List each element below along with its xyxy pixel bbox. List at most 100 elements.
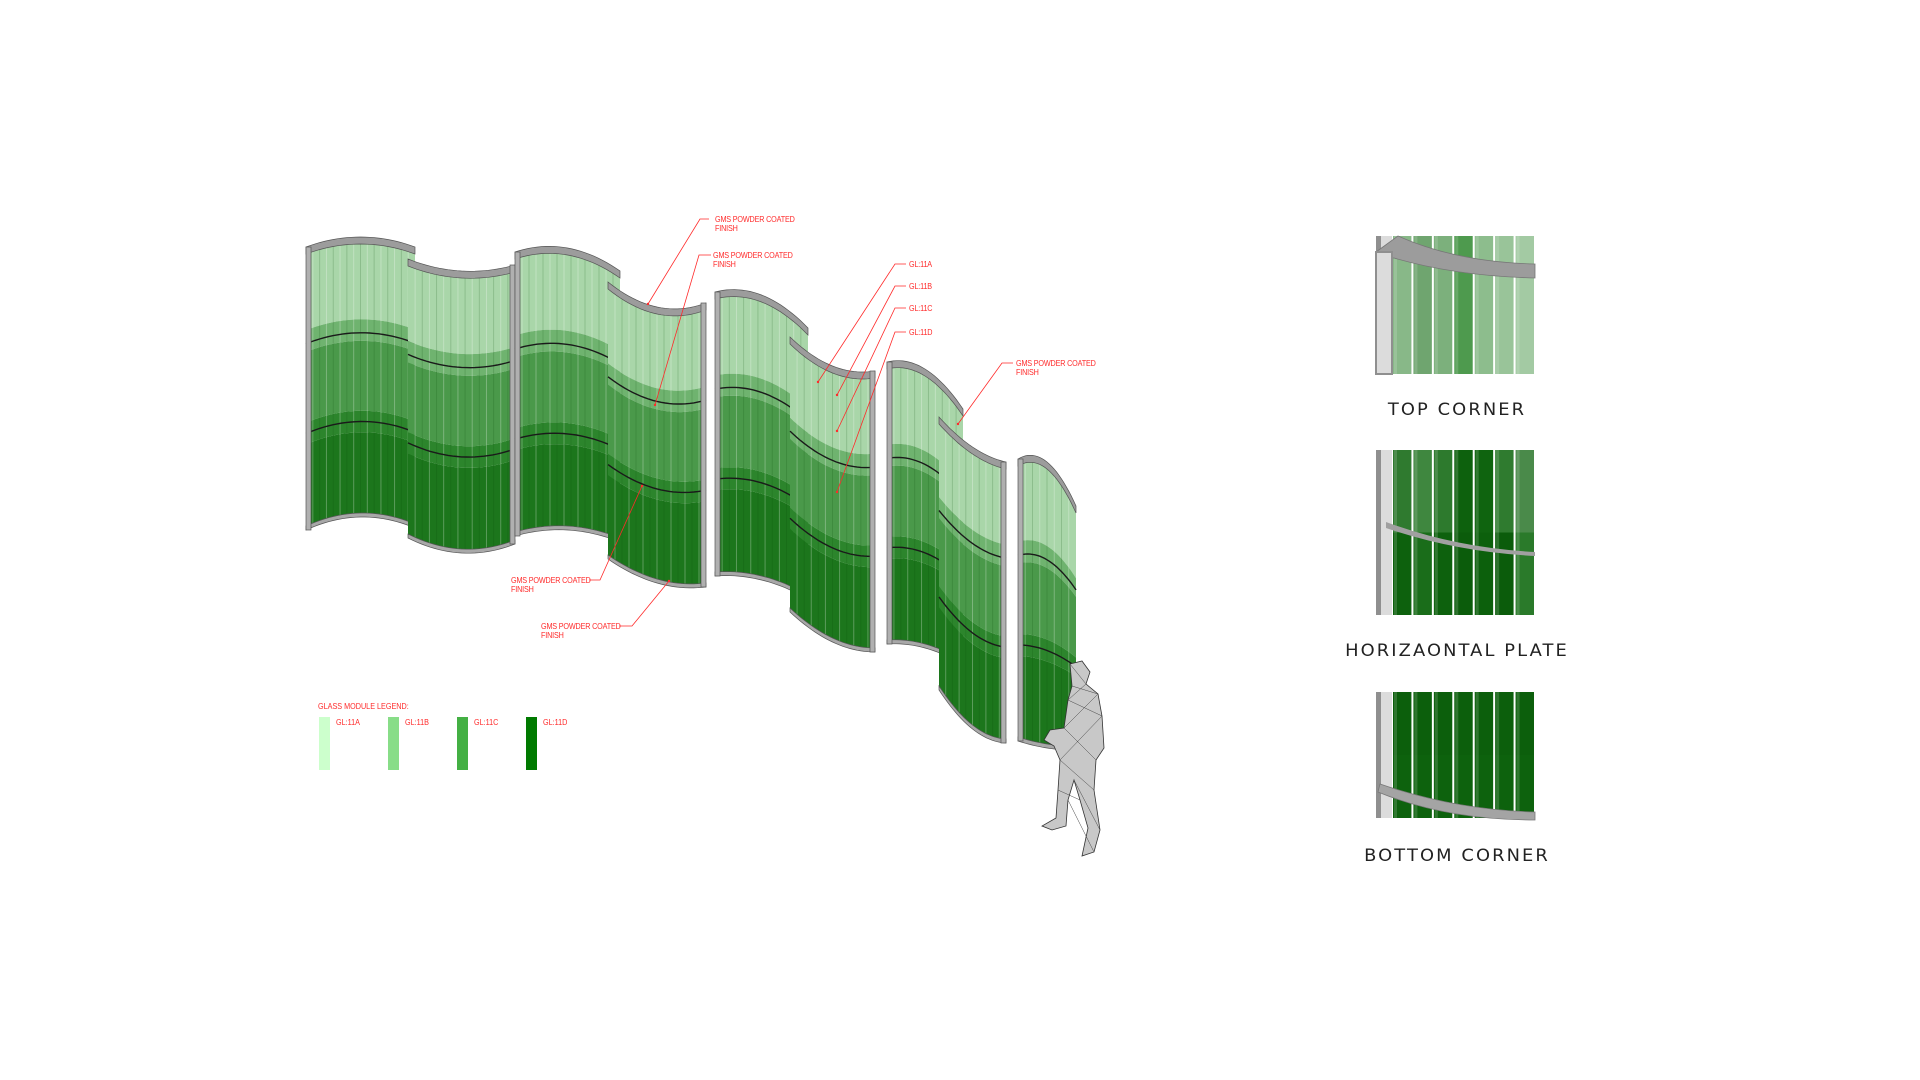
glass-panel	[938, 416, 1007, 744]
fin-highlight	[1496, 236, 1500, 374]
fin-highlight	[1516, 450, 1520, 615]
glass-fin	[1474, 532, 1494, 615]
callout-line1: GL:11C	[909, 303, 933, 313]
fin-highlight	[1455, 692, 1459, 818]
glass-fin	[1474, 305, 1494, 374]
mesh-edge	[1073, 779, 1101, 831]
leader-arrow-icon	[640, 484, 644, 488]
legend-swatch	[319, 717, 330, 770]
mesh-edge	[1071, 685, 1099, 695]
glass-band	[1018, 462, 1076, 579]
glass-band	[1018, 634, 1076, 677]
mesh-edge	[1069, 663, 1087, 685]
glass-band	[608, 363, 706, 413]
horizontal-plate	[789, 517, 876, 557]
callout-line1: GL:11A	[909, 259, 932, 269]
top-frame	[514, 245, 621, 279]
callout-label: GMS POWDER COATED FINISH	[1016, 359, 1096, 377]
horizontal-plate	[514, 432, 621, 451]
legend-label: GL:11C	[474, 717, 499, 727]
bottom-frame	[1377, 783, 1536, 821]
glass-band	[608, 453, 706, 504]
glass-fin	[1413, 532, 1432, 615]
glass-fin	[1454, 532, 1473, 615]
fin-highlight	[1496, 692, 1500, 818]
fin-highlight	[1414, 692, 1418, 818]
glass-band	[715, 395, 808, 497]
callout-line1: GMS POWDER COATED	[1016, 358, 1096, 368]
glass-band	[408, 432, 515, 468]
fin-highlight	[1414, 236, 1418, 374]
mesh-edge	[1059, 715, 1103, 761]
side-post-face	[1381, 692, 1392, 818]
horizontal-plate	[305, 332, 416, 345]
callout-line2: FINISH	[1016, 367, 1039, 377]
horizontal-plate	[514, 342, 621, 365]
glass-band	[306, 410, 415, 445]
legend-label: GL:11D	[543, 717, 568, 727]
callout-label: GMS POWDER COATED FINISH	[541, 622, 621, 640]
mesh-edge	[1063, 727, 1097, 761]
callout-line2: FINISH	[713, 259, 736, 269]
fin-highlight	[1516, 236, 1520, 374]
leader-line	[817, 263, 906, 383]
glass-band	[887, 536, 963, 588]
leader-line	[654, 254, 711, 406]
horizontal-plate	[1386, 522, 1535, 556]
glass-fin	[1393, 305, 1412, 374]
glass-band	[408, 266, 515, 355]
side-post	[886, 361, 893, 645]
fin-highlight	[1475, 692, 1479, 818]
callout-line2: FINISH	[541, 630, 564, 640]
glass-fin	[1433, 532, 1453, 615]
legend-swatch	[526, 717, 537, 770]
side-post	[305, 246, 312, 531]
fin-highlight	[1434, 692, 1438, 818]
glass-band	[790, 528, 875, 648]
top-frame	[886, 360, 964, 418]
fin-highlight	[1455, 236, 1459, 374]
side-post	[509, 264, 516, 545]
glass-band	[608, 384, 706, 482]
top-frame	[305, 236, 416, 255]
glass-fin	[1495, 692, 1514, 755]
glass-band	[306, 340, 415, 423]
glass-band	[939, 518, 1006, 637]
horizontal-plate	[938, 510, 1007, 559]
glass-band	[515, 444, 620, 538]
side-post	[1376, 450, 1381, 615]
glass-band	[715, 467, 808, 517]
glass-band	[939, 424, 1006, 545]
side-post-face	[1381, 450, 1392, 615]
glass-panel	[514, 245, 621, 543]
fin-highlight	[1394, 236, 1397, 374]
glass-band	[939, 586, 1006, 658]
glass-fin	[1474, 692, 1494, 755]
top-corner-detail	[1375, 235, 1536, 375]
glass-band	[939, 607, 1006, 739]
glass-panel	[1017, 454, 1077, 751]
leader-arrow-icon	[816, 380, 820, 384]
human-figure-icon	[1041, 660, 1105, 857]
callout-label: GMS POWDER COATED FINISH	[715, 215, 795, 233]
glass-panel	[407, 258, 516, 554]
glass-panel	[789, 336, 876, 653]
glass-fin	[1433, 450, 1453, 533]
side-post	[1000, 461, 1007, 744]
mesh-edge	[1059, 759, 1095, 791]
leader-arrow-icon	[646, 302, 650, 306]
callout-line1: GMS POWDER COATED	[511, 575, 591, 585]
leader-arrow-icon	[956, 422, 960, 426]
side-post	[714, 291, 721, 577]
glass-fin	[1515, 450, 1534, 533]
legend-label: GL:11B	[405, 717, 429, 727]
glass-band	[790, 507, 875, 568]
glass-band	[608, 475, 706, 584]
callout-label: GL:11A	[909, 260, 932, 269]
side-post	[700, 302, 707, 588]
fin-highlight	[1496, 450, 1500, 615]
side-post	[1376, 692, 1381, 818]
glass-fin	[1413, 305, 1432, 374]
glass-fin	[1495, 755, 1514, 818]
